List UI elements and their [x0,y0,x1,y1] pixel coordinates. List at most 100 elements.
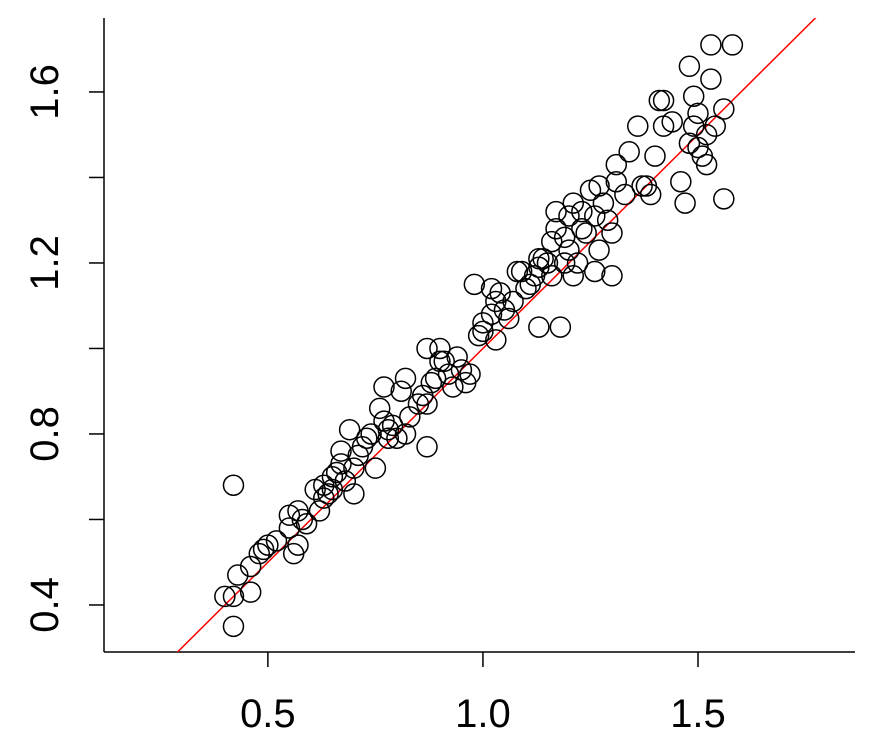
point [480,303,503,326]
point [536,252,559,274]
point [695,153,718,176]
point [295,512,318,535]
point [532,247,554,270]
y-tick-label: 0.4 [23,577,67,633]
point [682,115,705,137]
x-tick-label: 0.5 [240,692,296,736]
point [394,423,417,445]
point [553,226,576,249]
point [545,200,567,223]
point [652,89,675,112]
point [356,427,378,449]
point [713,98,735,120]
point [584,260,606,283]
point [321,465,344,488]
point [364,457,387,479]
x-tick-label: 1.0 [455,692,511,736]
point [571,218,593,240]
point [678,55,701,78]
point [592,192,615,214]
point [627,115,649,137]
point [549,316,572,338]
plot-area [176,18,817,652]
point [399,406,421,428]
point [343,457,365,479]
point [644,145,666,167]
point [713,188,735,210]
point [541,230,563,253]
point [575,222,597,244]
point [343,483,365,505]
point [330,440,352,462]
point [248,542,271,565]
point [278,517,301,539]
point [416,393,438,415]
point [614,183,636,206]
point [377,418,400,441]
point [437,363,460,385]
y-tick-label: 1.2 [23,235,67,291]
point [252,538,275,561]
point [390,380,412,402]
point [682,85,705,107]
point [695,123,718,146]
point [700,34,722,56]
point [222,615,245,638]
point [605,153,628,176]
point [562,265,585,287]
point [424,367,447,390]
point [381,414,404,437]
point [510,260,533,283]
point [571,200,593,223]
point [618,141,640,163]
point [291,508,314,531]
point [239,555,262,578]
point [429,337,451,360]
point [239,581,262,603]
point [584,205,606,227]
point [227,564,249,586]
point [661,111,683,133]
point [489,282,511,304]
point [373,376,395,398]
point [515,277,537,300]
point [485,329,507,351]
point [330,453,352,475]
point [566,252,589,274]
point [214,585,236,608]
point [596,209,619,231]
point [687,102,709,125]
point [429,350,451,373]
point [558,205,580,227]
point [222,474,245,497]
point [605,170,628,193]
point [545,218,567,240]
point [588,175,610,197]
point [313,487,335,509]
point [265,530,288,552]
point [321,478,344,501]
point [459,363,481,385]
point [528,316,550,338]
point [704,115,726,137]
point [308,500,331,522]
point [394,367,417,390]
point [631,175,653,197]
point [446,346,468,368]
point [721,34,744,56]
x-tick-label: 1.5 [670,692,726,736]
point [670,170,692,193]
point [368,397,391,420]
point [541,265,563,287]
point [433,350,455,373]
point [506,260,529,283]
point [648,89,671,112]
point [553,252,576,274]
point [416,436,438,458]
point [502,290,524,313]
point [588,239,610,261]
point [497,307,520,330]
point [222,585,245,608]
y-tick-label: 0.8 [23,406,67,462]
